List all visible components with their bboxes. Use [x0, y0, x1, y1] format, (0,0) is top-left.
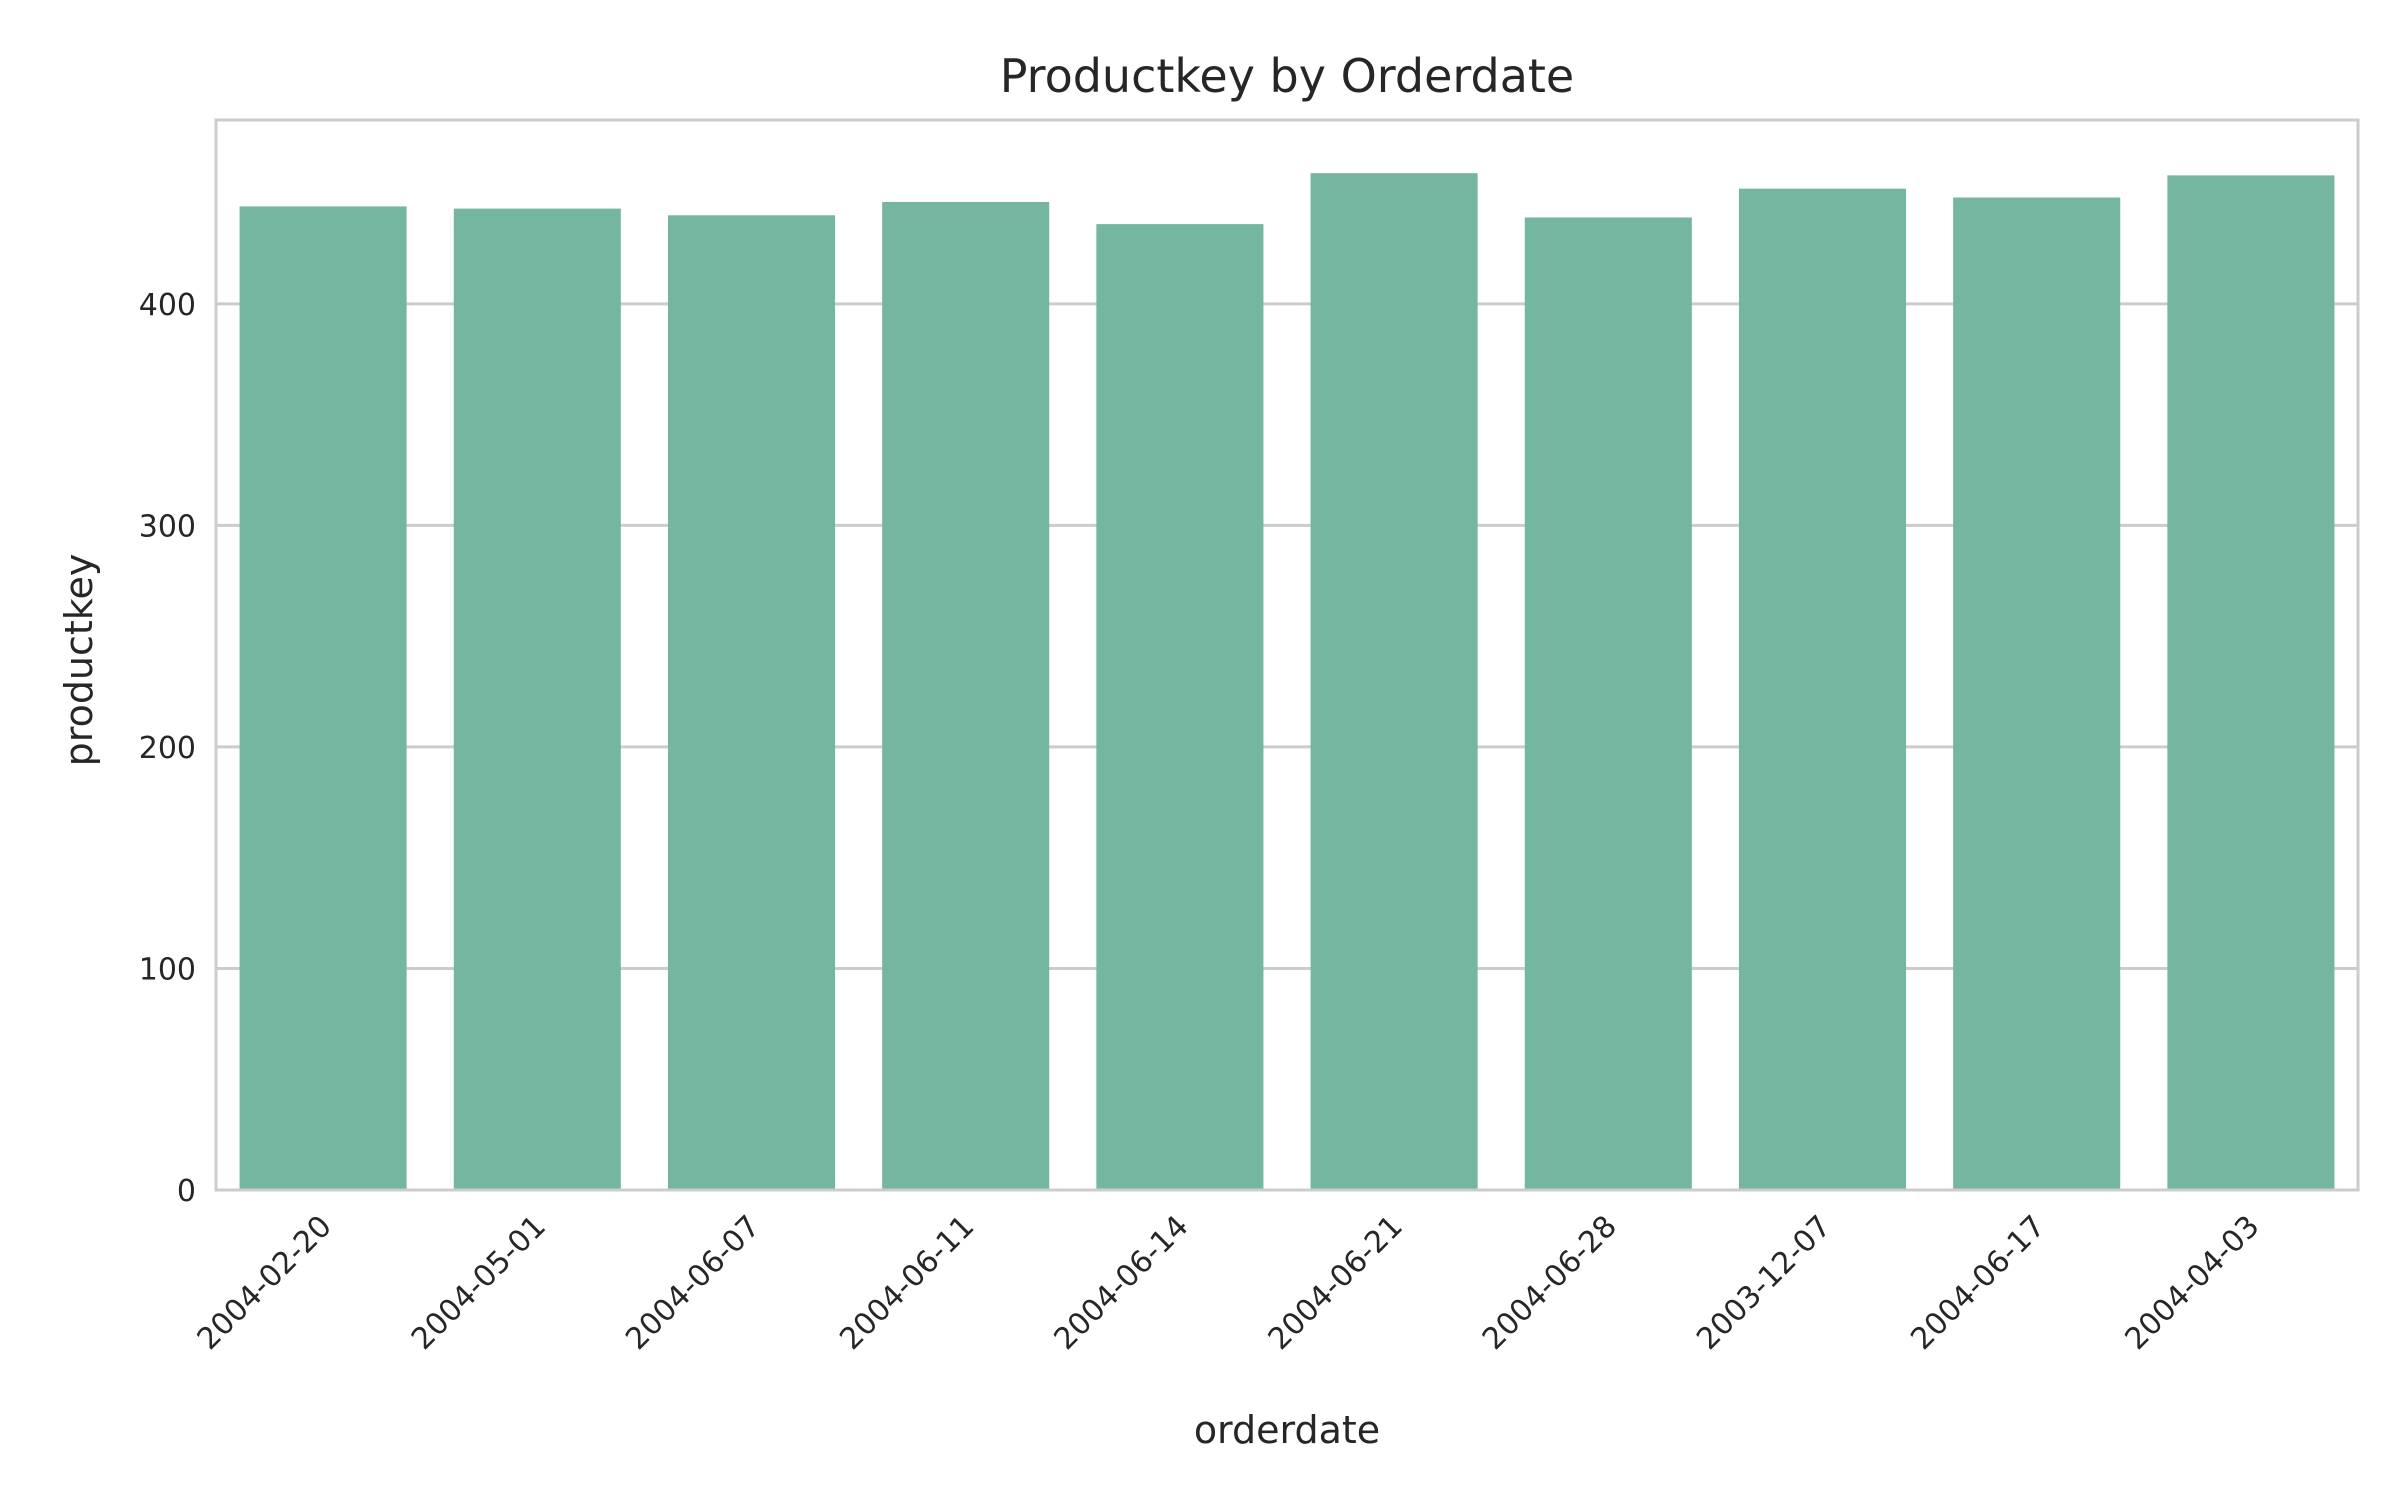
bar	[239, 206, 407, 1190]
bar	[1524, 217, 1692, 1190]
bar	[1738, 188, 1907, 1191]
y-tick-label: 0	[177, 1174, 196, 1209]
bar	[453, 208, 621, 1190]
y-tick-label: 200	[139, 731, 196, 766]
y-tick-label: 400	[139, 288, 196, 323]
y-axis-ticks: 0 100 200 300 400	[139, 288, 196, 1209]
chart-title: Productkey by Orderdate	[1000, 49, 1574, 103]
plot-frame	[214, 118, 2360, 1192]
bar	[2167, 175, 2335, 1190]
y-tick-label: 100	[139, 952, 196, 987]
bar	[1310, 173, 1478, 1190]
bar	[667, 215, 836, 1191]
bar	[882, 201, 1050, 1191]
x-axis-label: orderdate	[1194, 1408, 1380, 1452]
y-axis-label: productkey	[57, 554, 101, 767]
bar	[1953, 197, 2121, 1190]
bars	[239, 173, 2335, 1191]
y-tick-label: 300	[139, 509, 196, 544]
bar	[1096, 224, 1264, 1190]
